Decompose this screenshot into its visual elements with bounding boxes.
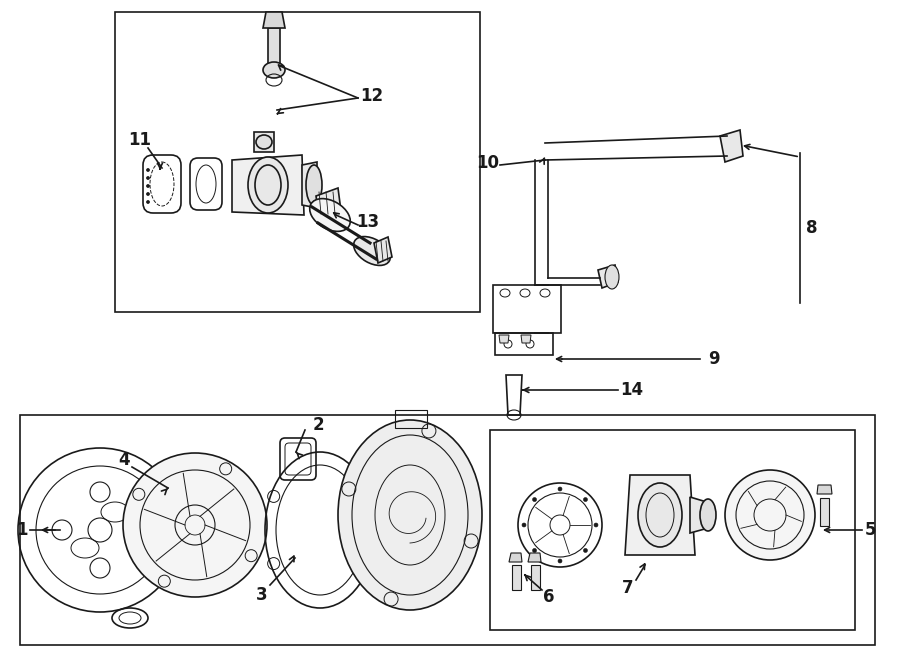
Bar xyxy=(512,565,521,590)
Bar xyxy=(820,498,829,526)
Polygon shape xyxy=(598,265,618,288)
Polygon shape xyxy=(817,485,832,494)
Text: 3: 3 xyxy=(256,586,268,604)
Ellipse shape xyxy=(354,237,391,266)
Ellipse shape xyxy=(310,198,350,231)
Circle shape xyxy=(558,487,562,491)
Ellipse shape xyxy=(256,135,272,149)
Ellipse shape xyxy=(638,483,682,547)
Bar xyxy=(254,132,274,152)
Polygon shape xyxy=(302,162,317,208)
Text: 13: 13 xyxy=(356,213,380,231)
Circle shape xyxy=(594,523,598,527)
Bar xyxy=(495,333,553,355)
Text: 2: 2 xyxy=(312,416,324,434)
Circle shape xyxy=(147,169,149,171)
Text: 14: 14 xyxy=(620,381,643,399)
Polygon shape xyxy=(232,155,304,215)
Ellipse shape xyxy=(306,165,322,205)
Bar xyxy=(20,415,875,645)
Circle shape xyxy=(558,559,562,563)
Polygon shape xyxy=(690,497,712,533)
Polygon shape xyxy=(625,475,695,555)
Polygon shape xyxy=(263,12,285,28)
Text: 1: 1 xyxy=(16,521,28,539)
Bar xyxy=(115,12,480,312)
Text: 8: 8 xyxy=(806,219,818,237)
Text: 6: 6 xyxy=(544,588,554,606)
Polygon shape xyxy=(509,553,522,562)
Circle shape xyxy=(147,176,149,180)
Circle shape xyxy=(583,549,588,553)
Polygon shape xyxy=(499,335,509,343)
Bar xyxy=(395,410,427,428)
Circle shape xyxy=(147,192,149,196)
Bar xyxy=(490,430,855,630)
Text: 10: 10 xyxy=(476,154,500,172)
Text: 12: 12 xyxy=(360,87,383,105)
Bar xyxy=(268,28,280,66)
Text: 4: 4 xyxy=(118,451,130,469)
Bar xyxy=(493,285,561,333)
Polygon shape xyxy=(720,130,743,162)
Ellipse shape xyxy=(263,62,285,78)
Polygon shape xyxy=(521,335,531,343)
Circle shape xyxy=(533,498,536,502)
Text: 9: 9 xyxy=(708,350,720,368)
Ellipse shape xyxy=(700,499,716,531)
Circle shape xyxy=(147,184,149,188)
Circle shape xyxy=(147,200,149,204)
Ellipse shape xyxy=(338,420,482,610)
Circle shape xyxy=(533,549,536,553)
Circle shape xyxy=(522,523,526,527)
Polygon shape xyxy=(528,553,541,562)
Bar xyxy=(531,565,540,590)
Text: 5: 5 xyxy=(864,521,876,539)
Polygon shape xyxy=(316,188,341,218)
Circle shape xyxy=(583,498,588,502)
Ellipse shape xyxy=(605,265,619,289)
Circle shape xyxy=(725,470,815,560)
Circle shape xyxy=(123,453,267,597)
Text: 11: 11 xyxy=(129,131,151,149)
Ellipse shape xyxy=(248,157,288,213)
Text: 7: 7 xyxy=(622,579,634,597)
Polygon shape xyxy=(374,237,392,263)
